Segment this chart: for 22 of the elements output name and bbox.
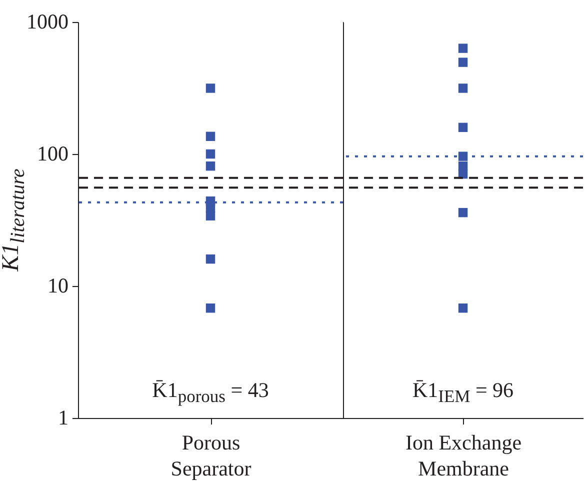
point (458, 208, 468, 218)
annotation: K̄1$_{IEM}$ = 96 (412, 378, 514, 408)
y-tick-label: 1000 (26, 10, 68, 34)
x-tick-label: Porous Separator (170, 430, 252, 480)
point (206, 161, 216, 171)
x-tick-label: Ion Exchange Membrane (405, 430, 522, 480)
point (458, 84, 468, 93)
point (206, 132, 216, 141)
point (206, 149, 216, 159)
point (206, 84, 216, 93)
y-tick-label: 100 (37, 142, 68, 166)
point (206, 304, 216, 313)
y-tick-label: 10 (48, 274, 68, 298)
y-tick-label: 1 (58, 406, 68, 430)
point (458, 304, 468, 313)
point (458, 152, 468, 161)
point (206, 254, 216, 264)
point (458, 58, 468, 67)
point (458, 44, 468, 53)
annotation: K̄1$_{porous}$ = 43 (152, 378, 269, 408)
point (206, 211, 216, 220)
point (458, 122, 468, 132)
